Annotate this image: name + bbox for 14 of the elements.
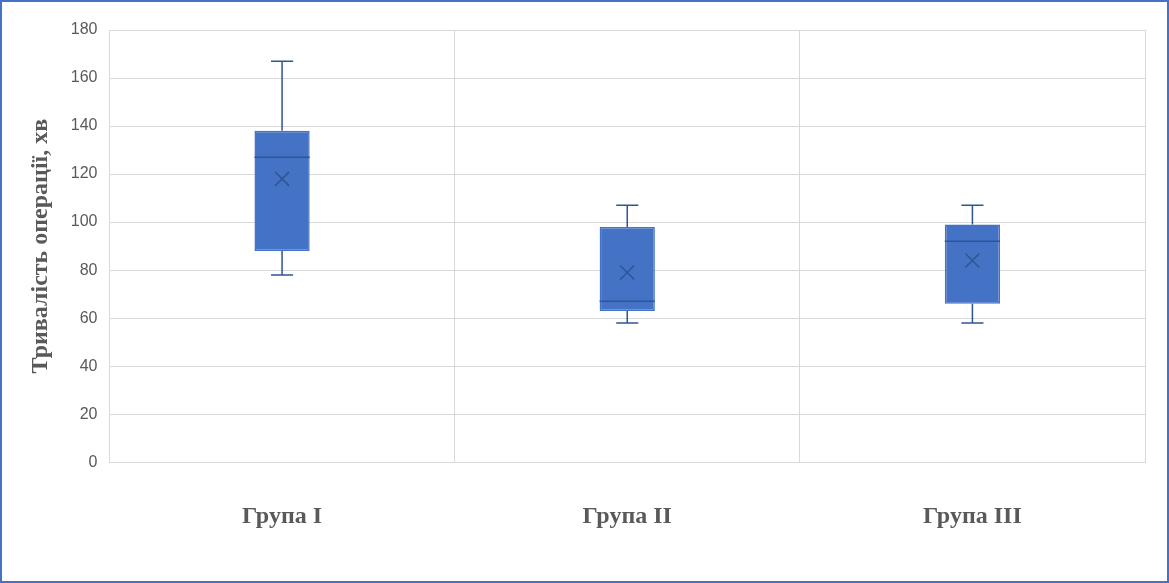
x-tick-label: Група II bbox=[582, 501, 672, 528]
y-tick-label: 140 bbox=[70, 116, 98, 134]
y-tick-label: 100 bbox=[70, 212, 98, 230]
y-tick-label: 40 bbox=[79, 356, 98, 374]
y-tick-label: 20 bbox=[79, 404, 98, 422]
y-tick-label: 60 bbox=[79, 308, 98, 326]
x-tick-label: Група I bbox=[242, 501, 323, 528]
y-axis-title: Тривалість операції, хв bbox=[25, 118, 52, 374]
x-tick-label: Група III bbox=[923, 501, 1022, 528]
y-tick-label: 160 bbox=[70, 68, 98, 86]
y-tick-label: 180 bbox=[70, 20, 98, 38]
y-tick-label: 120 bbox=[70, 164, 98, 182]
y-tick-label: 80 bbox=[79, 260, 98, 278]
y-tick-label: 0 bbox=[88, 452, 98, 470]
